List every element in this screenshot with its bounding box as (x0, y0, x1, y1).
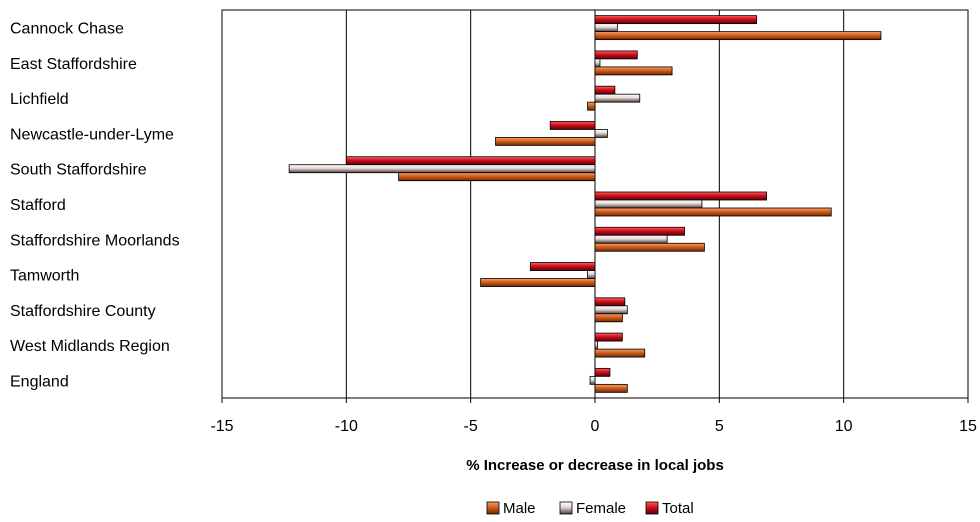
bar-female (594, 305, 628, 315)
legend-swatch-female (559, 501, 573, 515)
bar-female (589, 375, 596, 385)
category-label: England (10, 373, 69, 390)
bar-total (594, 85, 616, 95)
bar-female (594, 129, 608, 138)
bar-male (480, 278, 596, 287)
bar-total (594, 50, 638, 60)
bars (288, 15, 882, 393)
bar-female (594, 58, 601, 68)
x-tick-label: 0 (591, 418, 600, 435)
bar-female (594, 93, 641, 103)
bar-female (288, 164, 596, 174)
bar-total (594, 191, 767, 201)
legend: Male Female Total (486, 500, 694, 517)
legend-swatch-male (486, 501, 500, 515)
bar-total (594, 226, 685, 236)
x-tick-label: -5 (464, 418, 478, 435)
bar-male (594, 207, 832, 217)
bar-total (594, 367, 611, 377)
bar-male (587, 101, 596, 111)
bar-male (594, 383, 628, 393)
category-label: Stafford (10, 197, 66, 214)
category-label: Cannock Chase (10, 21, 124, 38)
bar-female (594, 340, 598, 350)
category-label: Tamworth (10, 268, 79, 285)
bar-male (594, 242, 705, 252)
bar-total (594, 15, 758, 25)
bar-male (594, 313, 623, 323)
bar-total (549, 121, 596, 130)
category-label: South Staffordshire (10, 162, 147, 179)
bar-male (495, 137, 596, 146)
category-label: West Midlands Region (10, 338, 170, 355)
x-axis-ticks: -15 -10 -5 0 5 10 15 (210, 398, 977, 435)
legend-swatch-total (645, 501, 659, 515)
bar-total (594, 332, 623, 342)
bar-male (594, 66, 673, 76)
bar-female (587, 270, 596, 279)
legend-label-total: Total (662, 500, 694, 517)
bar-total (345, 156, 596, 166)
bar-female (594, 199, 703, 209)
category-label: East Staffordshire (10, 56, 137, 73)
bar-male (594, 31, 882, 41)
bar-female (594, 23, 618, 33)
legend-label-male: Male (503, 500, 536, 517)
bar-total (529, 262, 596, 271)
bar-total (594, 297, 626, 307)
x-tick-label: 15 (959, 418, 977, 435)
bar-female (594, 234, 668, 244)
category-label: Newcastle-under-Lyme (10, 126, 174, 143)
category-label: Staffordshire Moorlands (10, 232, 180, 249)
bar-male (594, 348, 646, 358)
legend-label-female: Female (576, 500, 626, 517)
x-tick-label: 5 (715, 418, 724, 435)
category-label: Staffordshire County (10, 303, 156, 320)
category-labels: Cannock Chase East Staffordshire Lichfield… (10, 21, 180, 391)
x-tick-label: -15 (210, 418, 233, 435)
x-tick-label: -10 (335, 418, 358, 435)
category-label: Lichfield (10, 91, 69, 108)
x-tick-label: 10 (835, 418, 853, 435)
bar-male (398, 172, 596, 182)
x-axis-title: % Increase or decrease in local jobs (466, 457, 724, 474)
